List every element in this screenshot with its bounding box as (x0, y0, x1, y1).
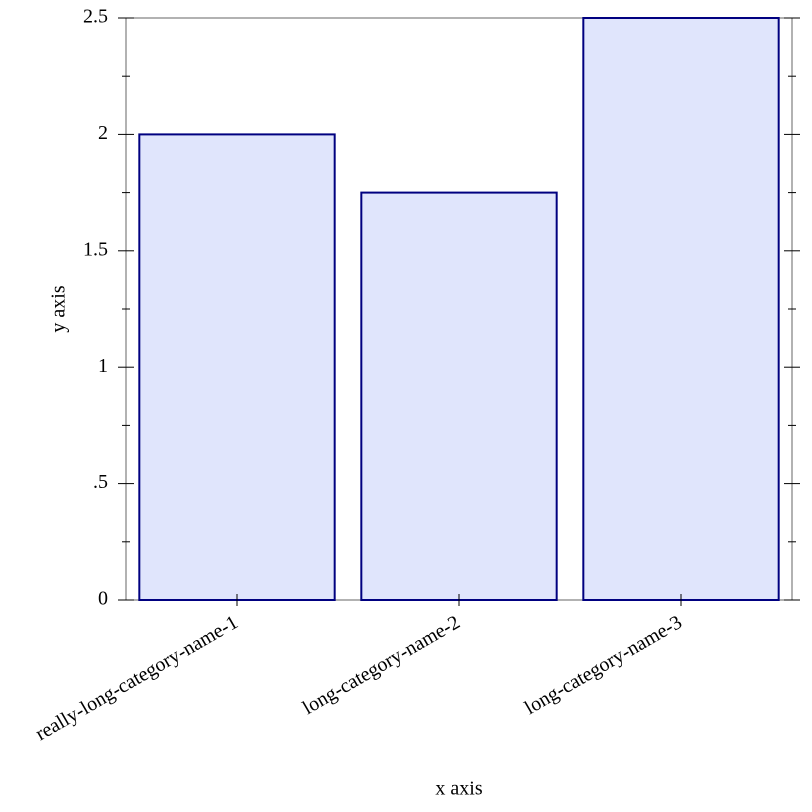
y-tick-label: 2.5 (83, 6, 108, 28)
x-tick-label: really-long-category-name-1 (32, 611, 242, 745)
y-tick-label: 0 (98, 588, 108, 610)
y-tick-label: 1 (98, 355, 108, 377)
y-tick-label: .5 (93, 471, 108, 493)
x-tick-label: long-category-name-2 (299, 611, 464, 719)
y-tick-label: 2 (98, 122, 108, 144)
bar (582, 17, 780, 601)
y-axis-label: y axis (48, 285, 70, 332)
bar (360, 191, 558, 601)
bar (138, 133, 336, 601)
x-tick-label: long-category-name-3 (521, 611, 686, 719)
x-axis-label: x axis (435, 778, 482, 800)
y-tick-label: 1.5 (83, 238, 108, 260)
